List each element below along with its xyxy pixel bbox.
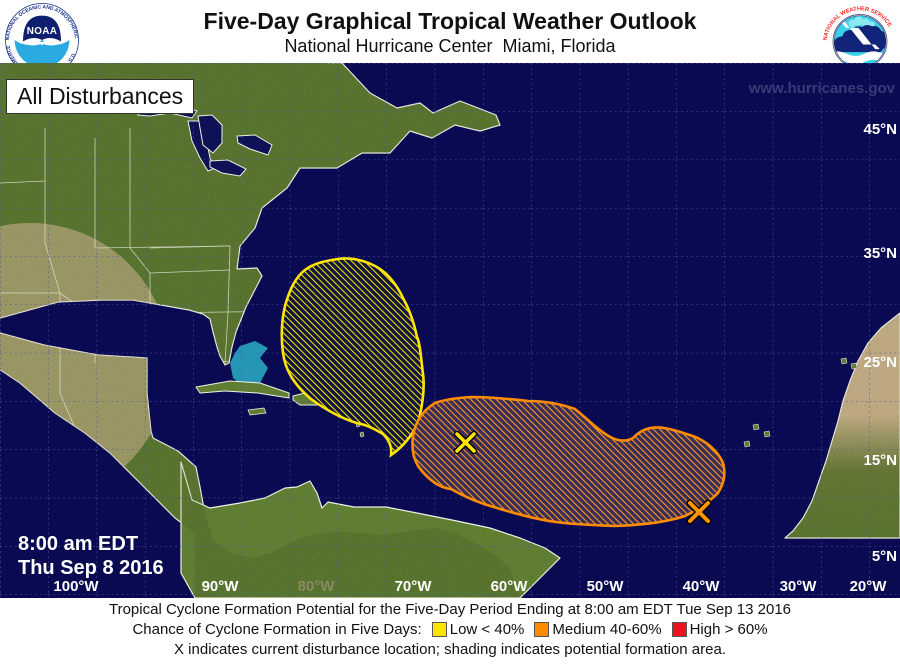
- svg-text:40°W: 40°W: [683, 578, 721, 595]
- svg-text:90°W: 90°W: [202, 578, 240, 595]
- svg-text:NOAA: NOAA: [27, 26, 58, 37]
- svg-text:35°N: 35°N: [863, 245, 897, 262]
- svg-text:25°N: 25°N: [863, 354, 897, 371]
- svg-text:www.hurricanes.gov: www.hurricanes.gov: [748, 80, 896, 97]
- svg-text:20°W: 20°W: [850, 578, 888, 595]
- svg-text:80°W: 80°W: [298, 578, 336, 595]
- svg-text:100°W: 100°W: [53, 578, 99, 595]
- svg-text:15°N: 15°N: [863, 452, 897, 469]
- svg-text:30°W: 30°W: [780, 578, 818, 595]
- svg-text:5°N: 5°N: [872, 548, 897, 565]
- svg-text:Thu Sep 8 2016: Thu Sep 8 2016: [18, 557, 164, 579]
- svg-text:70°W: 70°W: [395, 578, 433, 595]
- svg-text:50°W: 50°W: [587, 578, 625, 595]
- svg-text:45°N: 45°N: [863, 121, 897, 138]
- svg-text:8:00 am EDT: 8:00 am EDT: [18, 533, 138, 555]
- svg-text:60°W: 60°W: [491, 578, 529, 595]
